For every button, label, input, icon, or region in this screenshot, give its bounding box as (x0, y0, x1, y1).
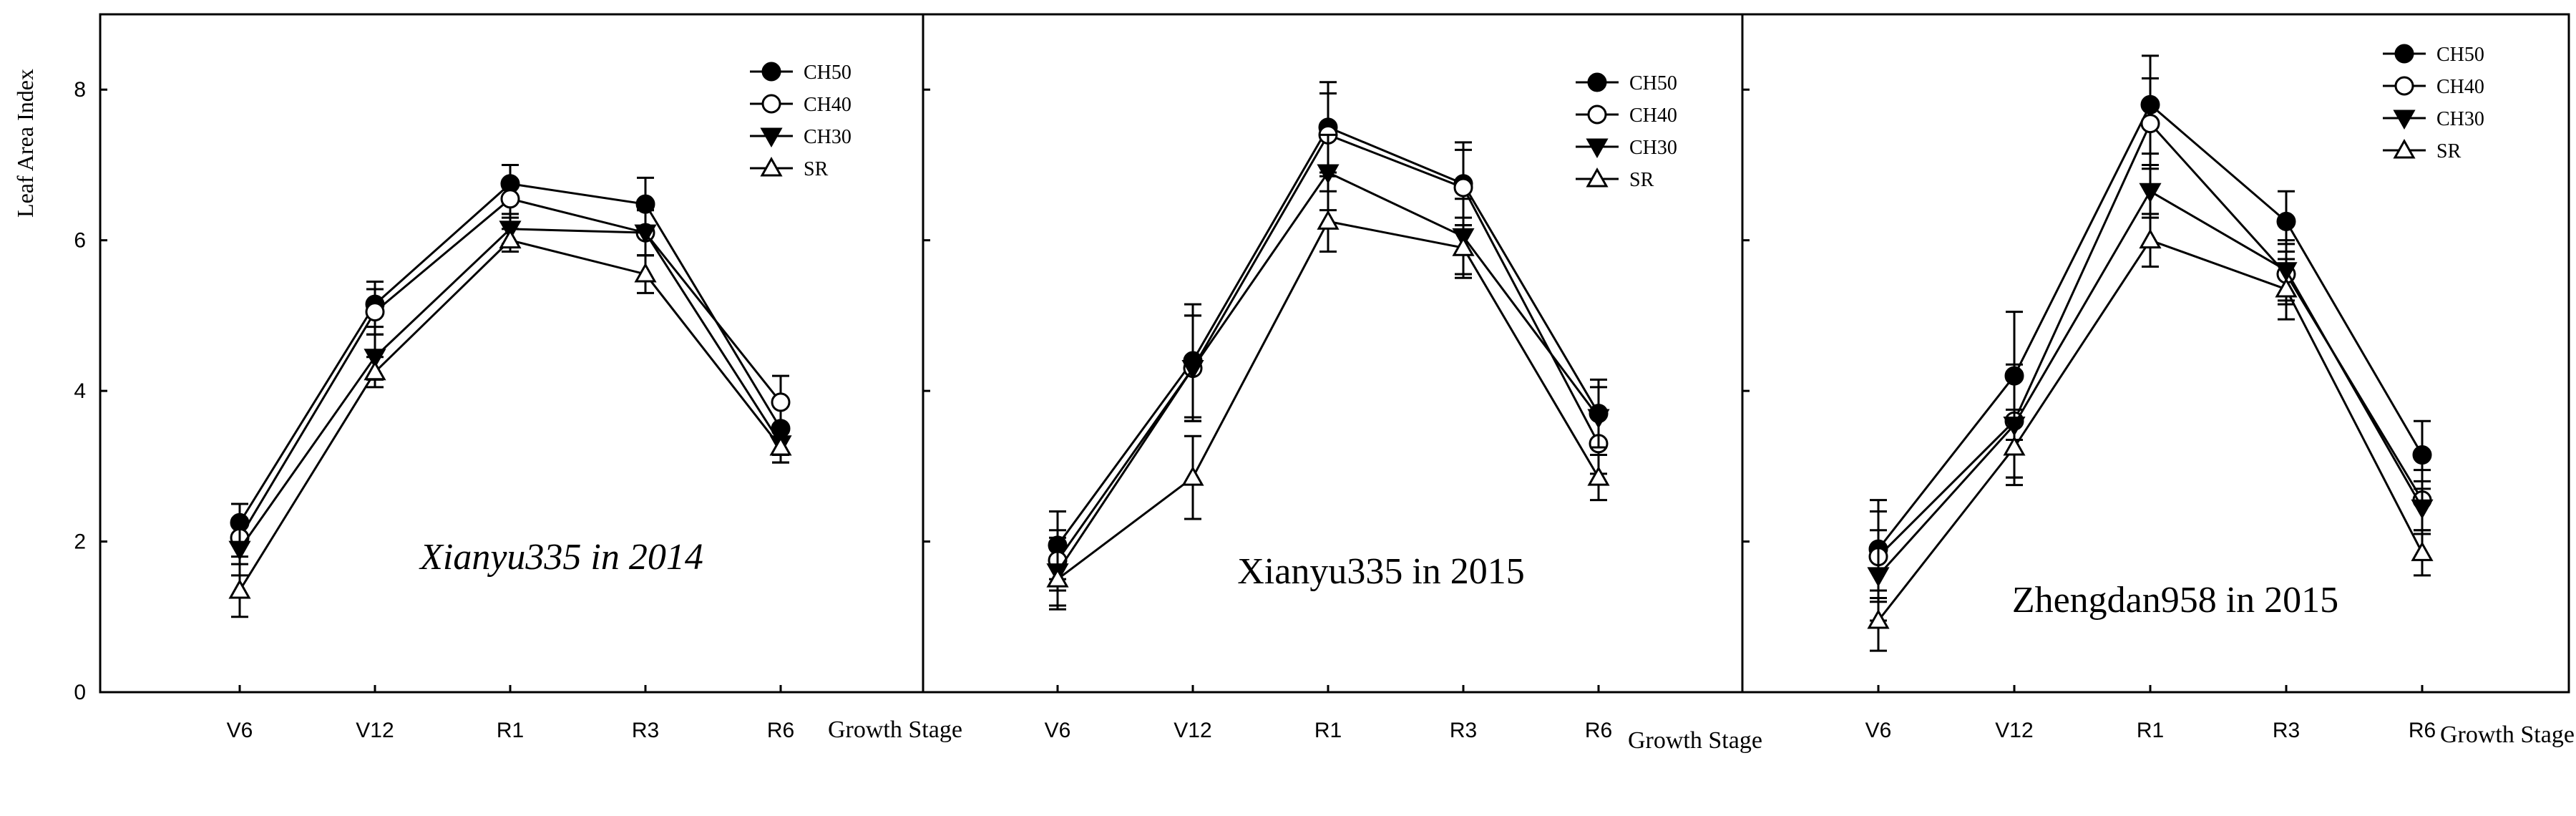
y-axis-label: Leaf Area Index (12, 69, 38, 218)
panel-title: Zhengdan958 in 2015 (2012, 580, 2338, 621)
legend-marker (760, 156, 783, 177)
legend-label: CH30 (2436, 108, 2484, 130)
x-tick-label: R3 (1450, 719, 1477, 742)
panel-3: V6 V12 R1 R3 R6 Growth Stage Zhengdan958 in 20… (1741, 14, 2575, 748)
series-line (1877, 238, 2424, 621)
data-point (2412, 445, 2432, 465)
data-point (2139, 228, 2162, 249)
data-point (2276, 211, 2296, 231)
x-tick-label: V12 (356, 719, 394, 742)
legend-marker (1587, 105, 1607, 125)
x-tick-label: V6 (227, 719, 253, 742)
legend-label: CH30 (1629, 137, 1677, 159)
data-point (1452, 236, 1475, 256)
x-tick-label: R6 (1585, 719, 1612, 742)
data-point (2139, 183, 2162, 203)
y-tick-label: 4 (74, 379, 86, 403)
figure-frame (99, 13, 2570, 694)
data-point (2411, 499, 2434, 520)
legend-label: CH40 (1629, 105, 1677, 127)
x-tick-label: V12 (1174, 719, 1211, 742)
data-point (1867, 608, 1890, 629)
x-axis-label: Growth Stage (828, 717, 962, 743)
series-ch30 (228, 209, 792, 577)
legend-marker (761, 62, 781, 82)
legend-marker (2393, 110, 2416, 130)
legend-marker (1587, 72, 1607, 92)
legend: CH50 CH40 CH30 SR (1576, 72, 1677, 191)
series-sr (1867, 213, 2434, 652)
legend-label: CH50 (2436, 44, 2484, 66)
series-sr (1046, 190, 1610, 611)
data-point (364, 360, 386, 381)
legend-label: CH50 (804, 62, 852, 84)
x-tick-label: R3 (2273, 719, 2300, 742)
legend-marker (1586, 138, 1609, 159)
data-point (365, 302, 385, 322)
panel-2: V6 V12 R1 R3 R6 Growth Stage Xianyu335 in 2015… (922, 14, 1762, 754)
data-point (769, 435, 792, 456)
legend-marker (761, 94, 781, 114)
x-tick-label: R1 (1314, 719, 1342, 742)
legend-label: SR (2436, 140, 2462, 162)
x-tick-label: V12 (1995, 719, 2033, 742)
data-point (1317, 164, 1340, 185)
data-point (1317, 210, 1340, 230)
data-point (1181, 360, 1204, 380)
data-point (634, 262, 657, 283)
data-point (1587, 409, 1610, 429)
data-point (1587, 466, 1610, 486)
y-tick-label: 2 (74, 530, 86, 554)
data-point (1867, 567, 1890, 587)
data-point (500, 189, 520, 209)
data-point (1181, 466, 1204, 486)
legend: CH50 CH40 CH30 SR (2383, 44, 2484, 162)
panel-title: Xianyu335 in 2014 (419, 537, 703, 578)
x-axis-label: Growth Stage (2440, 722, 2575, 748)
series-line (238, 228, 782, 550)
legend-marker (2394, 44, 2414, 64)
x-axis-label: Growth Stage (1628, 727, 1762, 754)
data-point (634, 224, 657, 245)
legend-label: SR (1629, 169, 1654, 191)
legend-label: CH40 (2436, 76, 2484, 98)
x-tick-label: R3 (632, 719, 659, 742)
series-sr (228, 228, 792, 618)
data-point (228, 540, 251, 561)
data-point (2003, 435, 2026, 456)
x-tick-label: V6 (1865, 719, 1892, 742)
x-tick-label: R6 (767, 719, 794, 742)
panel-title: Xianyu335 in 2015 (1237, 551, 1525, 592)
data-point (771, 392, 791, 412)
panel-1: 0 2 4 6 8 V6 V12 R1 R3 R6 Growth Stage Xianyu335 in… (74, 62, 962, 743)
data-point (2275, 278, 2298, 298)
data-point (1453, 178, 1473, 198)
legend-label: SR (804, 158, 829, 180)
legend-label: CH30 (804, 126, 852, 148)
x-tick-label: R1 (2137, 719, 2164, 742)
y-tick-label: 6 (74, 229, 86, 253)
legend-marker (2393, 138, 2416, 159)
x-tick-label: R6 (2409, 719, 2436, 742)
legend-label: CH40 (804, 94, 852, 116)
y-tick-label: 0 (74, 681, 86, 704)
data-point (228, 578, 251, 599)
legend-marker (2394, 76, 2414, 96)
data-point (2140, 114, 2160, 134)
legend-marker (760, 127, 783, 148)
y-tick-label: 8 (74, 78, 86, 102)
data-point (1046, 568, 1069, 588)
legend-label: CH50 (1629, 72, 1677, 94)
data-point (499, 228, 522, 249)
data-point (2411, 541, 2434, 561)
x-tick-label: R1 (497, 719, 524, 742)
legend-marker (1586, 167, 1609, 188)
x-tick-label: V6 (1045, 719, 1071, 742)
legend: CH50 CH40 CH30 SR (750, 62, 852, 180)
